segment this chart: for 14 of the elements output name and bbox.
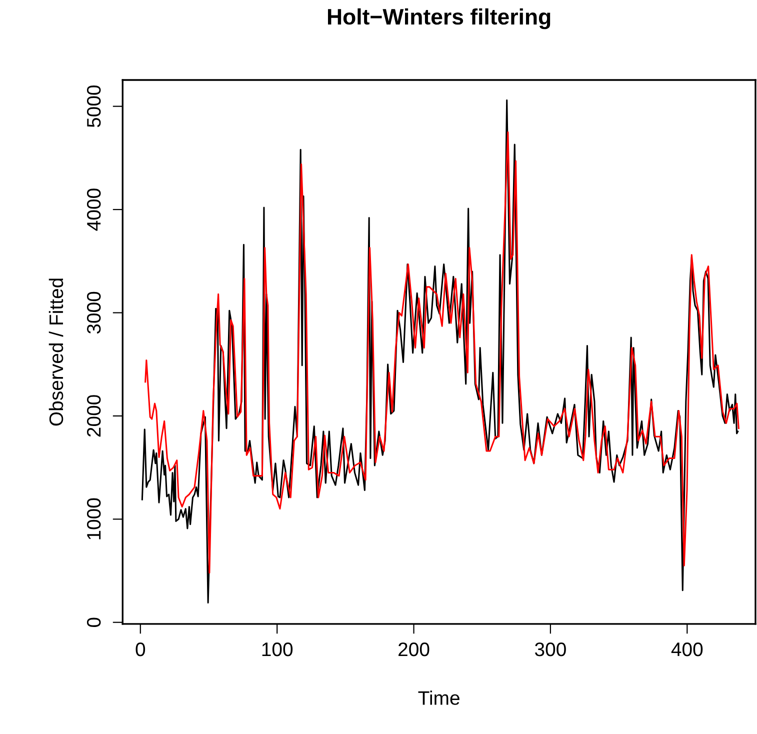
y-axis-title: Observed / Fitted	[48, 278, 64, 426]
x-tick-label: 300	[534, 642, 566, 656]
y-tick-label: 3000	[86, 292, 101, 334]
chart-title: Holt−Winters filtering	[328, 8, 550, 30]
x-tick-label: 100	[262, 642, 293, 656]
y-tick-label: 4000	[86, 188, 101, 231]
x-tick-label: 200	[398, 642, 430, 656]
x-tick-label: 400	[671, 642, 703, 656]
y-tick-label: 2000	[86, 395, 101, 437]
y-tick-label: 1000	[86, 498, 101, 540]
x-tick-label: 0	[136, 642, 146, 656]
y-tick-label: 0	[86, 618, 101, 627]
y-tick-label: 5000	[86, 85, 101, 128]
x-axis-title: Time	[418, 690, 460, 705]
